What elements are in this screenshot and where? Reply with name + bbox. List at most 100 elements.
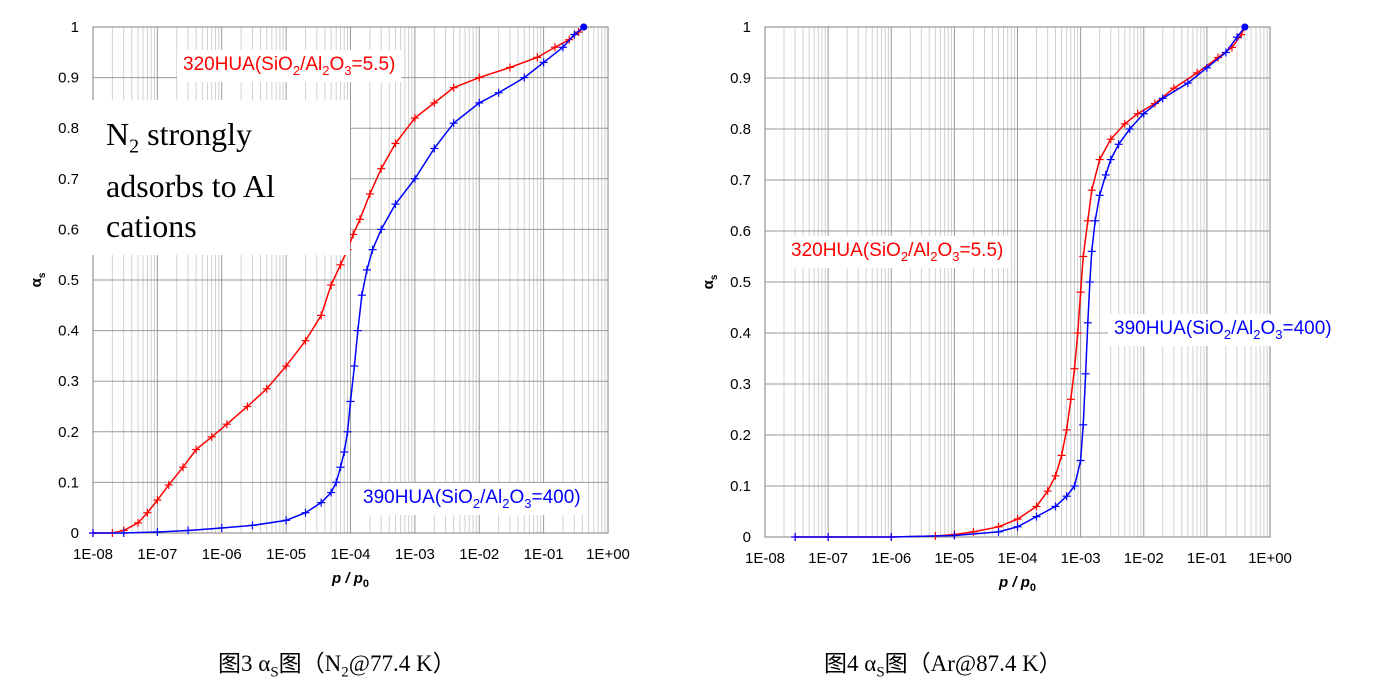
data-point <box>1083 216 1092 225</box>
y-axis-label-sub: s <box>37 272 48 278</box>
data-point <box>1032 502 1041 511</box>
label-390hua-part: =400) <box>532 487 581 508</box>
x-axis-label-p0: p <box>1020 574 1030 591</box>
y-tick-label: 0.6 <box>58 221 79 238</box>
annotation-line1-b: strongly <box>139 116 252 152</box>
y-axis-label: αs <box>28 272 48 287</box>
data-point <box>164 480 173 489</box>
data-point <box>317 311 326 320</box>
x-axis-label-sub: 0 <box>363 578 369 590</box>
data-point <box>336 260 345 269</box>
x-tick-label: 1E-08 <box>745 550 785 567</box>
data-point <box>327 488 336 497</box>
label-320hua-part: O <box>937 240 952 261</box>
data-point-end <box>580 23 588 31</box>
label-320hua-sub: 3 <box>344 63 351 78</box>
data-point <box>824 533 833 541</box>
data-point <box>1232 33 1241 42</box>
data-point <box>343 427 352 436</box>
data-point <box>1043 487 1052 496</box>
data-point <box>365 189 374 198</box>
x-tick-label: 1E-03 <box>1061 550 1101 567</box>
data-point <box>133 518 142 527</box>
data-point <box>1101 170 1110 179</box>
y-axis-label: αs <box>700 274 720 289</box>
x-tick-label: 1E-07 <box>137 546 177 563</box>
data-point <box>533 53 542 62</box>
label-390hua-bg <box>1108 314 1338 346</box>
x-tick-label: 1E-05 <box>934 550 974 567</box>
y-tick-label: 0.5 <box>730 274 751 291</box>
data-point <box>178 463 187 472</box>
data-point <box>559 43 568 52</box>
data-point <box>1095 155 1104 164</box>
x-tick-label: 1E-08 <box>73 546 113 563</box>
data-point <box>350 362 359 371</box>
data-point <box>207 432 216 441</box>
data-point <box>1032 512 1041 521</box>
label-320hua-part: 320HUA(SiO <box>183 54 293 75</box>
caption-fig3-b: 图（N <box>278 651 342 676</box>
data-point <box>1158 94 1167 103</box>
label-320hua-part: =5.5) <box>352 54 396 75</box>
data-point <box>1087 186 1096 195</box>
data-point <box>1076 288 1085 297</box>
data-point <box>1120 119 1129 128</box>
data-point <box>377 164 386 173</box>
series-blue <box>89 23 588 537</box>
data-point <box>282 362 291 371</box>
data-point <box>184 526 193 535</box>
data-point <box>1070 364 1079 373</box>
caption-fig3-sub2: 2 <box>341 664 349 681</box>
y-tick-label: 0 <box>743 529 751 546</box>
data-point <box>1221 48 1230 57</box>
data-point <box>327 281 336 290</box>
data-point <box>217 523 226 532</box>
label-320hua-bg <box>177 50 402 82</box>
y-tick-label: 0.7 <box>58 171 79 188</box>
data-point <box>1087 247 1096 256</box>
label-320hua: 320HUA(SiO2/Al2O3=5.5) <box>791 240 1003 264</box>
data-point <box>1125 125 1134 133</box>
y-tick-label: 0.2 <box>58 424 79 441</box>
caption-fig4-b: 图（Ar@87.4 K） <box>884 651 1062 676</box>
y-tick-label: 0.1 <box>58 474 79 491</box>
data-point <box>1062 492 1071 501</box>
chart-ar: 0 0.1 0.2 0.3 0.4 0.5 0.6 0.7 0.8 0.9 1 1E-08 1E-07 1… <box>690 0 1397 600</box>
data-point <box>1139 109 1148 118</box>
label-320hua-part: /Al <box>908 240 930 261</box>
x-axis-label: p / p0 <box>331 570 369 590</box>
caption-fig3-a: 图3 α <box>218 651 271 676</box>
caption-fig4: 图4 αS图（Ar@87.4 K） <box>824 644 1062 682</box>
data-point <box>1079 420 1088 429</box>
label-390hua-sub: 2 <box>1253 327 1260 342</box>
data-point <box>362 265 371 274</box>
annotation-line1-sub: 2 <box>129 135 140 158</box>
y-tick-label: 0.2 <box>730 427 751 444</box>
y-tick-label: 0.1 <box>730 478 751 495</box>
x-axis-label: p / p0 <box>998 574 1036 594</box>
data-point <box>1079 252 1088 261</box>
label-320hua-bg <box>785 236 1010 268</box>
data-point <box>505 63 514 72</box>
label-390hua-part: O <box>1260 318 1275 339</box>
data-point <box>1073 329 1082 337</box>
data-point <box>1066 395 1075 404</box>
data-point <box>153 496 162 505</box>
y-tick-label: 0.8 <box>730 121 751 138</box>
annotation-box: N2 strongly adsorbs to Al cations <box>92 100 350 255</box>
label-320hua-sub: 2 <box>930 249 937 264</box>
label-390hua-bg <box>357 483 587 515</box>
data-point <box>791 533 800 541</box>
data-point <box>1013 515 1022 524</box>
data-point <box>1085 278 1094 286</box>
data-point <box>1057 451 1066 460</box>
x-tick-label: 1E-01 <box>524 546 564 563</box>
data-point <box>248 521 257 530</box>
label-390hua-part: /Al <box>480 487 502 508</box>
label-390hua-part: O <box>509 487 524 508</box>
data-point <box>192 445 201 454</box>
label-320hua-part: /Al <box>300 54 322 75</box>
caption-fig3-sub: S <box>270 664 279 681</box>
x-tick-label: 1E-06 <box>202 546 242 563</box>
